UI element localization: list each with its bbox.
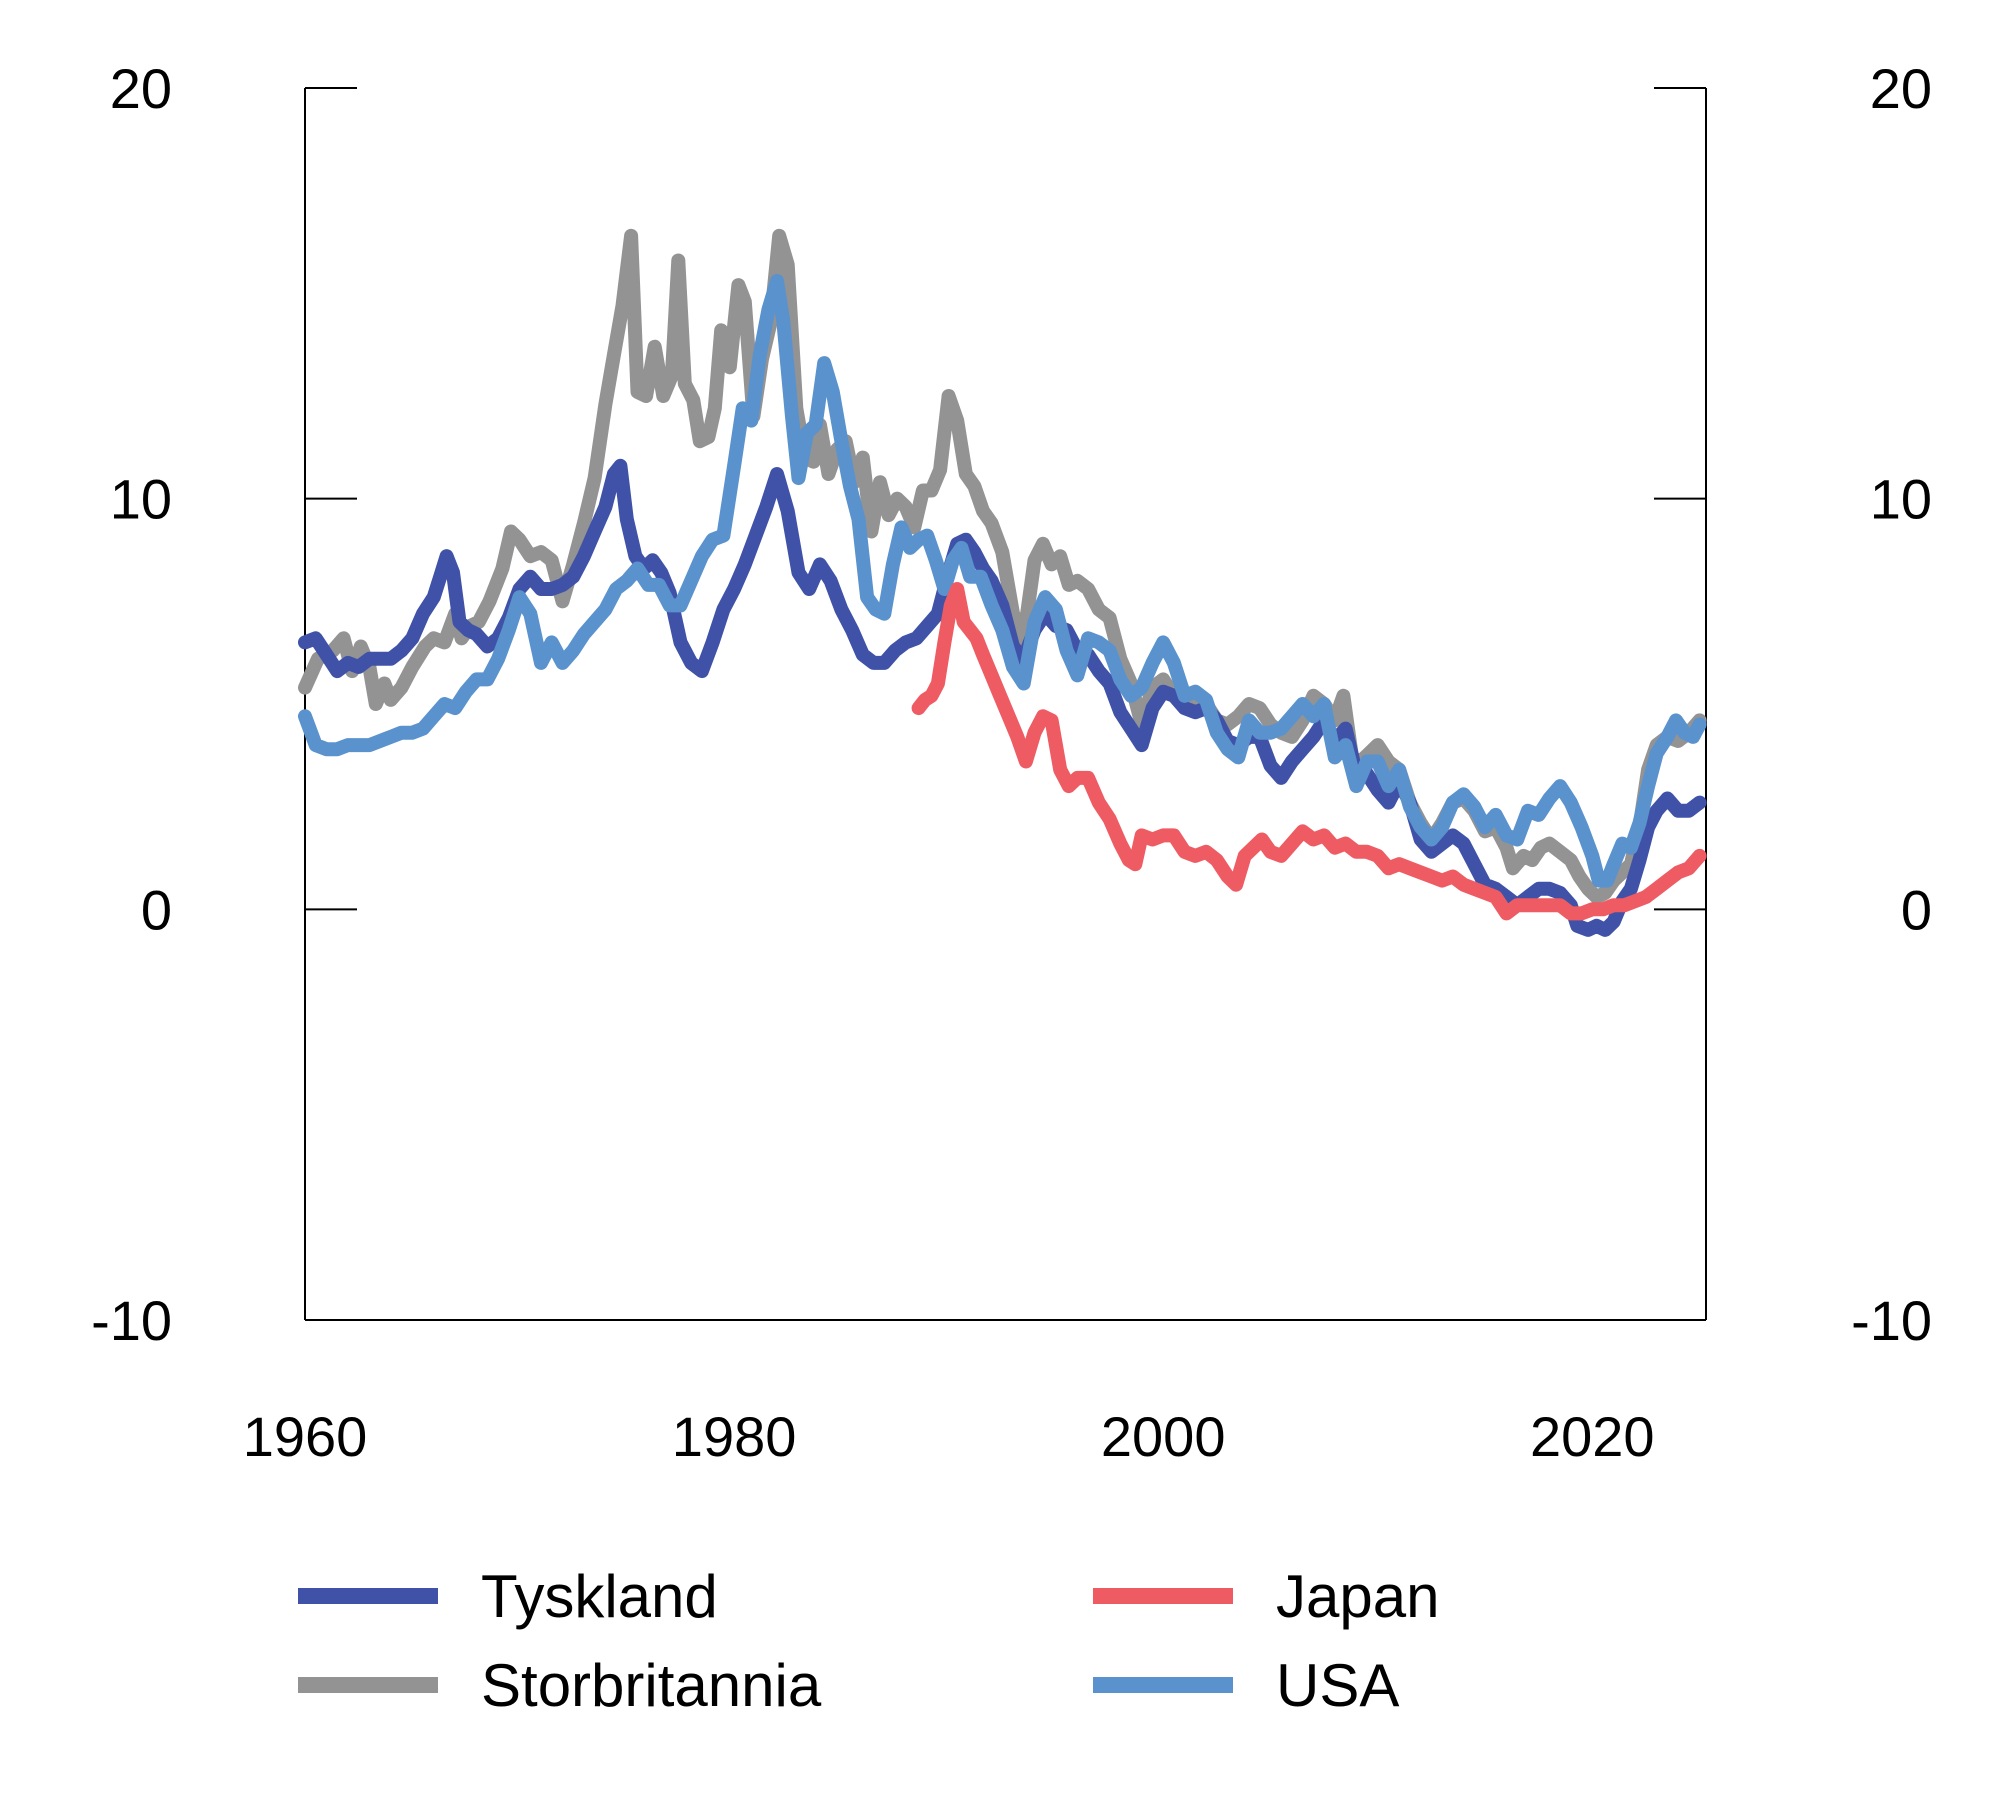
plot-frame [304, 88, 1707, 1321]
legend-label: Tyskland [481, 1563, 718, 1630]
legend-label: Storbritannia [481, 1652, 822, 1719]
y-tick-label-left: 10 [110, 468, 172, 531]
y-tick-label-right: 10 [1870, 468, 1932, 531]
y-tick-label-left: -10 [91, 1289, 172, 1352]
x-axis-ticks: 1960 1980 2000 2020 [243, 1405, 1655, 1468]
x-tick-label: 2000 [1101, 1405, 1226, 1468]
y-tick-label-right: 20 [1870, 57, 1932, 120]
legend: Tyskland Storbritannia Japan USA [298, 1563, 1439, 1719]
y-tick-label-right: -10 [1851, 1289, 1932, 1352]
series-line-storbritannia [298, 228, 1707, 904]
legend-label: Japan [1276, 1563, 1439, 1630]
series-line-usa [298, 274, 1707, 888]
series-line-japan [911, 582, 1707, 921]
y-tick-label-left: 0 [141, 878, 172, 941]
y-tick-label-right: 0 [1901, 878, 1932, 941]
legend-label: USA [1276, 1652, 1399, 1719]
x-tick-label: 1960 [243, 1405, 368, 1468]
y-tick-label-left: 20 [110, 57, 172, 120]
series-layer [298, 228, 1707, 937]
y-axis-ticks: -10 -10 0 0 10 10 20 20 [91, 57, 1932, 1352]
x-tick-label: 2020 [1530, 1405, 1655, 1468]
x-tick-label: 1980 [672, 1405, 797, 1468]
